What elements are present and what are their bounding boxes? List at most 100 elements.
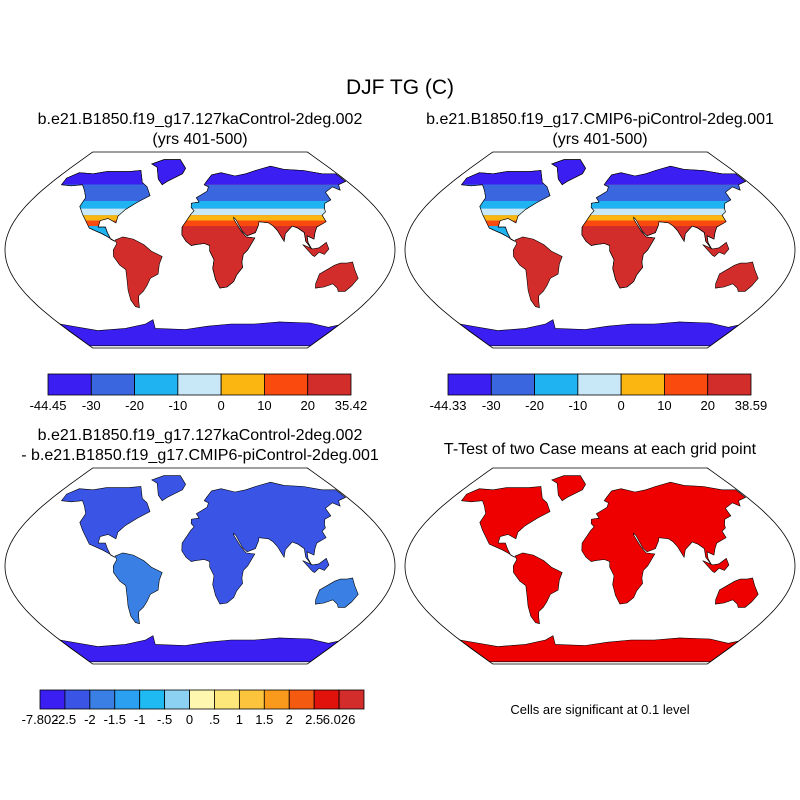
panel2-title: b.e21.B1850.f19_g17.CMIP6-piControl-2deg… [400, 110, 800, 150]
colorbar-tick-label: 6.026 [323, 712, 356, 727]
panel3-title-line2: - b.e21.B1850.f19_g17.CMIP6-piControl-2d… [21, 447, 379, 464]
colorbar-bin [89, 689, 116, 710]
colorbar-tick-label: 35.42 [335, 398, 368, 413]
case1-colorbar: -44.45 -30 -20 -10 0 10 20 35.42 [30, 373, 368, 413]
colorbar-bin [338, 689, 365, 710]
landmass-south-america [112, 552, 163, 625]
colorbar-tick-label: -1 [134, 712, 146, 727]
colorbar-bin [47, 373, 92, 396]
colorbar-tick-label: -20 [525, 398, 544, 413]
colorbar-bin [288, 689, 315, 710]
landmass-borneo-sumatra [702, 557, 730, 573]
colorbar-bin [177, 373, 222, 396]
temperature-band [61, 201, 346, 209]
colorbar-bin [447, 373, 492, 396]
panel1-title-line1: b.e21.B1850.f19_g17.127kaControl-2deg.00… [37, 111, 363, 128]
landmass-australia [715, 577, 759, 608]
temperature-band [61, 208, 346, 216]
landmass-borneo-sumatra [702, 241, 730, 257]
landmass-greenland [151, 475, 186, 502]
colorbar-tick-label: -7.802 [22, 712, 59, 727]
colorbar-bin [707, 373, 752, 396]
panel2-title-line1: b.e21.B1850.f19_g17.CMIP6-piControl-2deg… [426, 111, 774, 128]
colorbar-bin [220, 373, 265, 396]
temperature-band [461, 208, 746, 216]
coastline [60, 170, 151, 242]
panel4-title: T-Test of two Case means at each grid po… [400, 440, 800, 460]
temperature-band [461, 201, 746, 209]
colorbar-tick-label: -30 [82, 398, 101, 413]
temperature-band [61, 220, 346, 227]
landmass-north-america [60, 486, 151, 558]
colorbar-tick-label: 10 [657, 398, 671, 413]
colorbar-tick-label: 2.5 [305, 712, 323, 727]
landmass-south-america [512, 552, 563, 625]
colorbar-bin [114, 689, 141, 710]
map-border [4, 151, 396, 349]
diff-colorbar: -7.802-2.5 -2 -1.5 -1 -.5 0 .5 1 1.5 2 2.5 6.026 [22, 689, 365, 727]
colorbar-bin [534, 373, 579, 396]
landmass-borneo-sumatra [302, 241, 330, 257]
colorbar-tick-label: -44.45 [30, 398, 67, 413]
colorbar-tick-label: .5 [209, 712, 220, 727]
colorbar-bin [189, 689, 215, 710]
diff-map [4, 467, 396, 665]
landmass-greenland [551, 475, 586, 502]
landmass-australia [315, 577, 359, 608]
panel1-title: b.e21.B1850.f19_g17.127kaControl-2deg.00… [0, 110, 400, 150]
colorbar-tick-label: -20 [125, 398, 144, 413]
colorbar-tick-label: 10 [257, 398, 271, 413]
colorbar-bin [134, 373, 179, 396]
colorbar-tick-label: 2 [286, 712, 293, 727]
colorbar-tick-label: -1.5 [104, 712, 126, 727]
panel4-title-line1: T-Test of two Case means at each grid po… [443, 441, 757, 458]
colorbar-tick-label: -2.5 [54, 712, 76, 727]
colorbar-bin [90, 373, 135, 396]
colorbar-tick-label: -10 [568, 398, 587, 413]
coastline [151, 159, 186, 186]
landmass-australia [315, 261, 359, 292]
colorbar-bin [164, 689, 190, 710]
coastline [551, 159, 586, 186]
case1-map [4, 151, 396, 349]
colorbar-bin [64, 689, 91, 710]
colorbar-bin [263, 689, 290, 710]
colorbar-tick-label: -10 [168, 398, 187, 413]
colorbar-tick-label: -2 [84, 712, 96, 727]
landmass-north-america [460, 486, 551, 558]
case2-map [404, 151, 796, 349]
colorbar-bin [490, 373, 535, 396]
colorbar-tick-label: 1.5 [255, 712, 273, 727]
case2-colorbar: -44.33 -30 -20 -10 0 10 20 38.59 [430, 373, 768, 413]
colorbar-bin [214, 689, 240, 710]
colorbar-tick-label: 38.59 [735, 398, 768, 413]
colorbar-tick-label: 0 [186, 712, 193, 727]
colorbar-tick-label: 0 [218, 398, 225, 413]
temperature-band [461, 220, 746, 227]
colorbar-bin [264, 373, 309, 396]
landmass-australia [715, 261, 759, 292]
temperature-band [461, 215, 746, 221]
figure-title: DJF TG (C) [345, 76, 455, 99]
colorbar-tick-label: 1 [236, 712, 243, 727]
coastline [181, 165, 347, 289]
colorbar-bin [139, 689, 166, 710]
landmass-south-america [112, 236, 163, 309]
temperature-band [61, 215, 346, 221]
colorbar-tick-label: 20 [700, 398, 714, 413]
colorbar-tick-label: -.5 [157, 712, 172, 727]
landmass-africa-eurasia [581, 481, 747, 605]
colorbar-bin [307, 373, 352, 396]
landmass-south-america [512, 236, 563, 309]
colorbar-bin [664, 373, 709, 396]
colorbar-tick-label: -44.33 [430, 398, 467, 413]
panel1-title-line2: (yrs 401-500) [152, 131, 248, 148]
colorbar-tick-label: -30 [482, 398, 501, 413]
colorbar-bin [313, 689, 340, 710]
colorbar-tick-label: 0 [618, 398, 625, 413]
colorbar-bin [238, 689, 265, 710]
significance-footnote: Cells are significant at 0.1 level [510, 702, 690, 717]
colorbar-bin [620, 373, 665, 396]
coastline [581, 165, 747, 289]
